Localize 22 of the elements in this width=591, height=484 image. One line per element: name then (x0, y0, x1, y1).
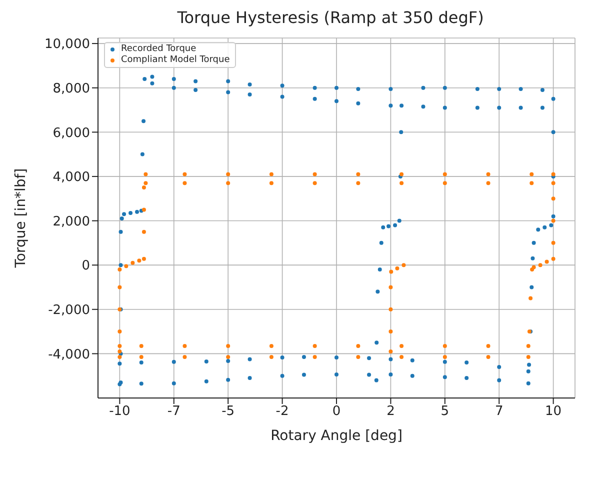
x-tick-label: 0 (332, 404, 341, 420)
x-tick-label: -7 (167, 404, 180, 420)
x-tick-label: 5 (440, 404, 450, 420)
x-tick-label: -2 (276, 404, 289, 420)
y-axis-title: Torque [in*lbf] (12, 168, 29, 269)
x-tick-label: -5 (222, 404, 235, 420)
y-tick-label: 6,000 (52, 126, 90, 141)
y-tick-label: 8,000 (52, 81, 90, 96)
y-tick-label: 2,000 (52, 214, 90, 230)
chart-title: Torque Hysteresis (Ramp at 350 degF) (176, 8, 485, 29)
y-tick-label: 10,000 (44, 37, 90, 52)
y-tick-label: 4,000 (52, 170, 90, 186)
x-tick-label: 2 (386, 404, 395, 420)
x-tick-label: 10 (545, 404, 562, 420)
legend-label: Compliant Model Torque (121, 55, 230, 66)
y-tick-label: -2,000 (48, 303, 90, 318)
y-tick-label: 0 (82, 258, 90, 274)
x-tick-label: -10 (109, 404, 130, 420)
x-tick-label: 7 (494, 404, 504, 420)
y-tick-label: -4,000 (48, 347, 90, 362)
x-axis-title: Rotary Angle [deg] (270, 428, 402, 444)
legend-label: Recorded Torque (121, 44, 196, 55)
